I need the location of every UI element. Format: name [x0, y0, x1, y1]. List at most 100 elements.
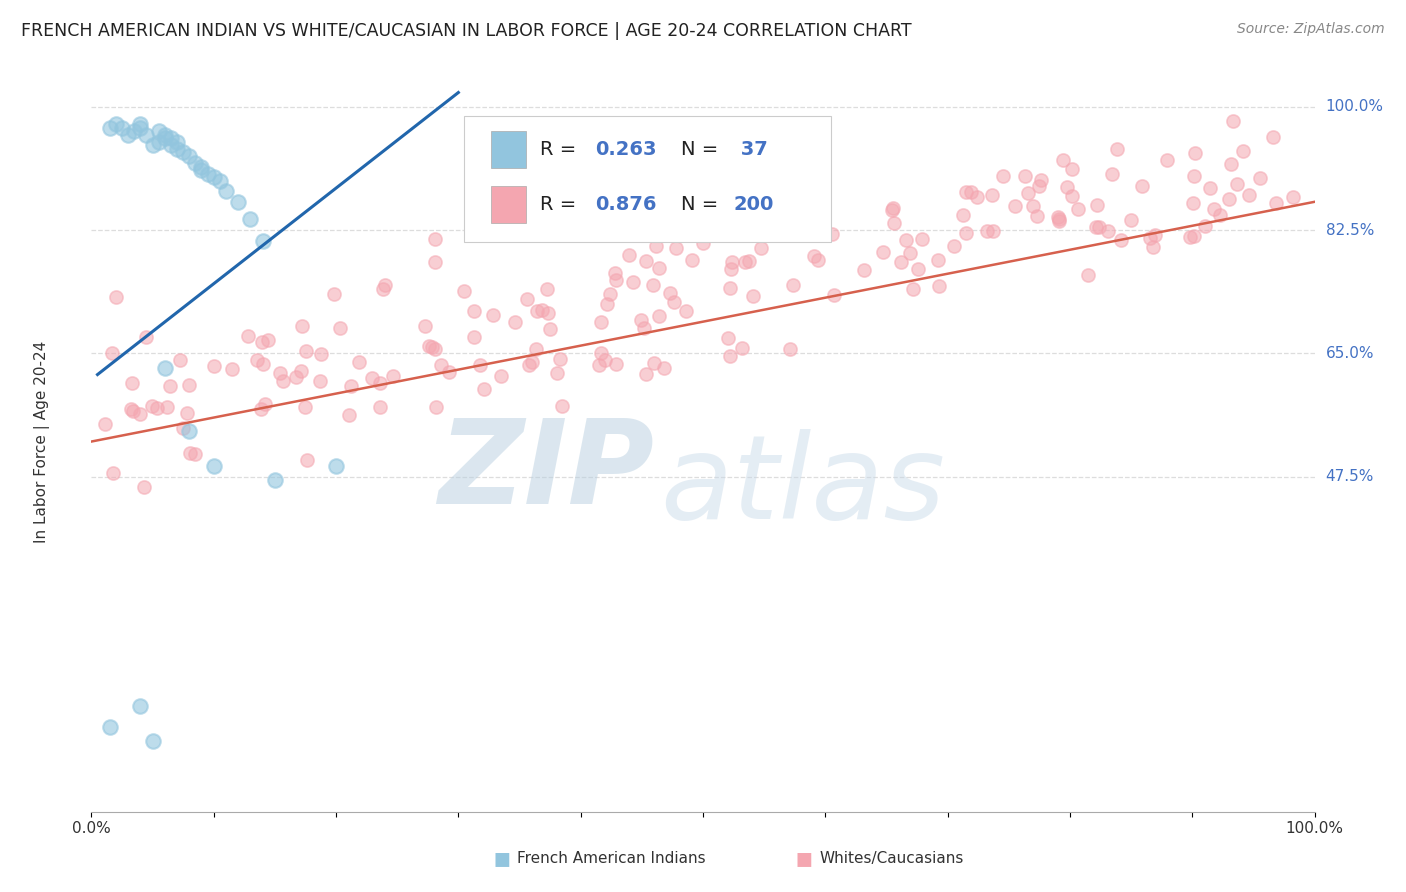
Point — [252, 357, 274, 371]
Point — [665, 241, 688, 255]
Point — [184, 156, 207, 170]
Point — [148, 124, 170, 138]
Point — [253, 397, 276, 411]
Point — [132, 480, 155, 494]
Point — [782, 277, 804, 292]
Point — [1225, 177, 1247, 191]
Point — [361, 371, 384, 385]
Point — [617, 248, 640, 262]
Point — [751, 194, 773, 209]
Point — [238, 329, 260, 343]
Point — [901, 282, 924, 296]
Point — [605, 357, 627, 371]
Point — [382, 368, 405, 383]
Point — [589, 315, 612, 329]
Point — [340, 379, 363, 393]
Text: atlas: atlas — [661, 429, 945, 543]
Point — [249, 401, 271, 416]
Point — [1156, 153, 1178, 168]
Point — [1180, 230, 1202, 244]
Point — [880, 203, 903, 218]
Point — [1025, 209, 1047, 223]
Point — [647, 260, 669, 275]
Point — [252, 234, 274, 248]
Point — [160, 138, 183, 153]
Point — [1101, 167, 1123, 181]
Point — [1067, 202, 1090, 216]
Point — [643, 356, 665, 370]
Point — [516, 292, 538, 306]
Point — [1021, 199, 1043, 213]
Point — [588, 358, 610, 372]
Point — [662, 294, 685, 309]
Point — [1204, 202, 1226, 217]
Point — [731, 341, 754, 355]
Point — [811, 205, 834, 219]
Point — [337, 408, 360, 422]
Point — [103, 466, 125, 480]
Point — [104, 117, 127, 131]
Point — [1139, 231, 1161, 245]
Point — [872, 245, 894, 260]
Point — [1109, 233, 1132, 247]
Text: ▪: ▪ — [492, 844, 510, 872]
Point — [1047, 213, 1070, 227]
Point — [599, 287, 621, 301]
Text: FRENCH AMERICAN INDIAN VS WHITE/CAUCASIAN IN LABOR FORCE | AGE 20-24 CORRELATION: FRENCH AMERICAN INDIAN VS WHITE/CAUCASIA… — [21, 22, 911, 40]
Point — [589, 345, 612, 359]
Point — [1031, 173, 1053, 187]
Point — [437, 365, 460, 379]
Point — [422, 340, 444, 354]
Point — [644, 239, 666, 253]
Point — [215, 184, 238, 198]
Point — [853, 263, 876, 277]
Point — [105, 290, 128, 304]
Point — [169, 352, 191, 367]
Text: 100.0%: 100.0% — [1326, 99, 1384, 114]
Point — [226, 194, 249, 209]
Point — [596, 297, 619, 311]
Text: ▪: ▪ — [794, 844, 813, 872]
Point — [190, 163, 212, 178]
Point — [202, 359, 225, 373]
Point — [179, 446, 201, 460]
Point — [153, 360, 176, 375]
Text: 82.5%: 82.5% — [1326, 222, 1374, 237]
Point — [1237, 188, 1260, 202]
Point — [605, 273, 627, 287]
Point — [153, 128, 176, 142]
Point — [717, 331, 740, 345]
Point — [693, 206, 716, 220]
Text: 37: 37 — [734, 139, 768, 159]
Point — [472, 382, 495, 396]
Point — [489, 369, 512, 384]
Point — [807, 252, 830, 267]
Point — [633, 321, 655, 335]
Point — [129, 120, 152, 135]
Point — [658, 285, 681, 300]
Point — [681, 253, 703, 268]
Point — [741, 289, 763, 303]
Point — [179, 378, 201, 392]
Point — [883, 216, 905, 230]
Point — [101, 346, 124, 360]
Point — [423, 254, 446, 268]
Point — [146, 401, 169, 415]
Point — [349, 355, 371, 369]
Point — [960, 185, 983, 199]
Point — [734, 255, 756, 269]
Point — [536, 306, 558, 320]
Point — [593, 353, 616, 368]
Point — [295, 344, 318, 359]
Point — [423, 232, 446, 246]
Point — [823, 287, 845, 301]
Point — [453, 284, 475, 298]
Point — [654, 360, 676, 375]
Point — [172, 145, 194, 160]
Point — [371, 282, 394, 296]
Point — [374, 277, 396, 292]
Point — [1028, 179, 1050, 194]
Point — [166, 142, 188, 156]
Point — [153, 131, 176, 145]
Point — [221, 362, 243, 376]
